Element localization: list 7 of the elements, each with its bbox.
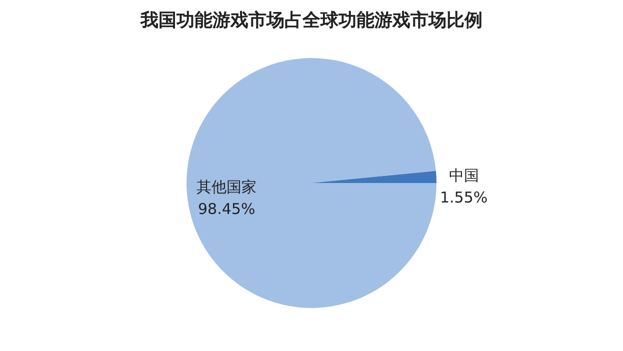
data-label: 98.45% bbox=[198, 200, 256, 218]
slice-label: 其他国家 bbox=[196, 178, 257, 196]
pie-slice bbox=[186, 58, 436, 308]
data-label: 1.55% bbox=[440, 188, 488, 207]
pie-slice bbox=[312, 170, 436, 183]
chart-title: 我国功能游戏市场占全球功能游戏市场比例 bbox=[140, 10, 482, 31]
slice-label: 中国 bbox=[448, 166, 479, 185]
